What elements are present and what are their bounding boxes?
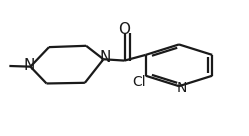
- Text: Cl: Cl: [133, 75, 146, 89]
- Text: N: N: [99, 50, 110, 65]
- Text: O: O: [119, 22, 130, 37]
- Text: N: N: [23, 58, 35, 73]
- Text: N: N: [176, 81, 187, 95]
